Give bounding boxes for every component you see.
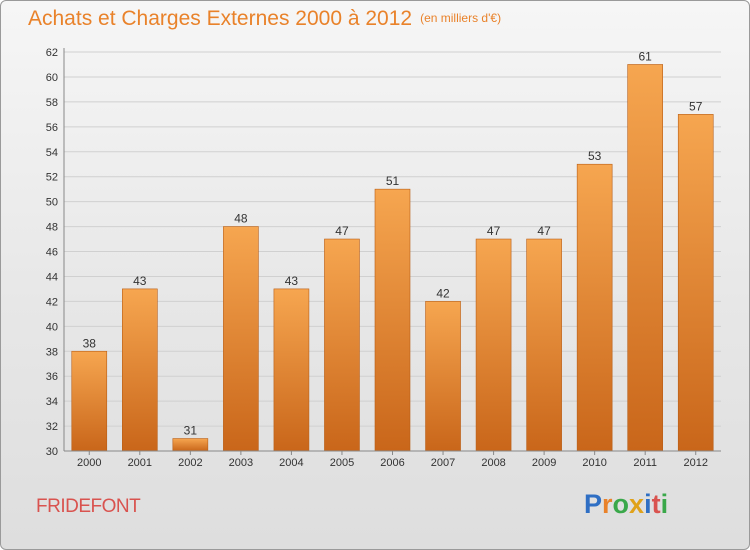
bar — [576, 163, 613, 452]
data-label: 43 — [285, 274, 299, 288]
proxiti-logo[interactable]: Proxiti — [584, 489, 668, 520]
data-label: 47 — [537, 224, 551, 238]
y-tick-label: 54 — [46, 147, 58, 159]
logo-letter: o — [612, 489, 630, 519]
y-tick-label: 44 — [46, 271, 58, 283]
y-tick-label: 32 — [46, 421, 58, 433]
x-tick-label: 2004 — [279, 457, 303, 469]
data-label: 42 — [436, 286, 450, 300]
data-label: 38 — [83, 336, 97, 350]
y-tick-label: 52 — [46, 172, 58, 184]
logo-letter: P — [584, 489, 603, 519]
bar — [374, 188, 411, 452]
x-tick-label: 2006 — [380, 457, 404, 469]
logo-letter: i — [660, 489, 669, 519]
logo-letter: r — [602, 489, 613, 519]
x-tick-label: 2007 — [431, 457, 455, 469]
bar — [475, 238, 512, 452]
y-tick-label: 48 — [46, 222, 58, 234]
y-tick-label: 46 — [46, 247, 58, 259]
chart-title: Achats et Charges Externes 2000 à 2012 (e… — [28, 7, 501, 31]
logo-letter: x — [629, 489, 645, 519]
y-tick-label: 42 — [46, 296, 58, 308]
x-tick-label: 2001 — [128, 457, 152, 469]
y-tick-label: 56 — [46, 122, 58, 134]
bar — [677, 114, 714, 452]
bar — [122, 288, 158, 452]
x-tick-label: 2003 — [229, 457, 253, 469]
x-tick-label: 2009 — [532, 457, 556, 469]
data-label: 48 — [234, 212, 248, 226]
logo-letter: i — [644, 489, 652, 519]
data-label: 53 — [588, 149, 602, 163]
y-tick-label: 34 — [46, 396, 58, 408]
x-tick-label: 2012 — [683, 457, 707, 469]
x-tick-label: 2008 — [481, 457, 505, 469]
data-label: 43 — [133, 274, 147, 288]
bar — [71, 350, 108, 452]
logo-letter: t — [651, 489, 661, 519]
y-tick-label: 58 — [46, 97, 58, 109]
bar — [425, 301, 461, 452]
data-label: 47 — [487, 224, 501, 238]
x-tick-label: 2011 — [633, 457, 657, 469]
y-tick-label: 36 — [46, 371, 58, 383]
title-text: Achats et Charges Externes 2000 à 2012 — [28, 7, 413, 30]
x-tick-label: 2000 — [77, 457, 101, 469]
data-label: 57 — [689, 99, 703, 113]
y-tick-label: 50 — [46, 197, 58, 209]
x-tick-label: 2010 — [582, 457, 606, 469]
bar — [526, 238, 562, 452]
y-tick-label: 40 — [46, 321, 58, 333]
y-tick-label: 62 — [46, 47, 58, 59]
title-unit: (en milliers d'€) — [420, 11, 502, 25]
data-label: 61 — [639, 49, 653, 63]
commune-name: FRIDEFONT — [36, 496, 141, 517]
data-label: 47 — [335, 224, 349, 238]
y-tick-label: 38 — [46, 346, 58, 358]
bar — [172, 438, 209, 452]
bar — [223, 226, 259, 452]
bar — [324, 238, 360, 452]
data-label: 51 — [386, 174, 400, 188]
bar — [627, 64, 663, 452]
bar — [273, 288, 310, 452]
y-tick-label: 60 — [46, 72, 58, 84]
y-tick-label: 30 — [46, 446, 58, 458]
data-label: 31 — [184, 424, 198, 438]
x-tick-label: 2005 — [330, 457, 354, 469]
x-tick-label: 2002 — [178, 457, 202, 469]
